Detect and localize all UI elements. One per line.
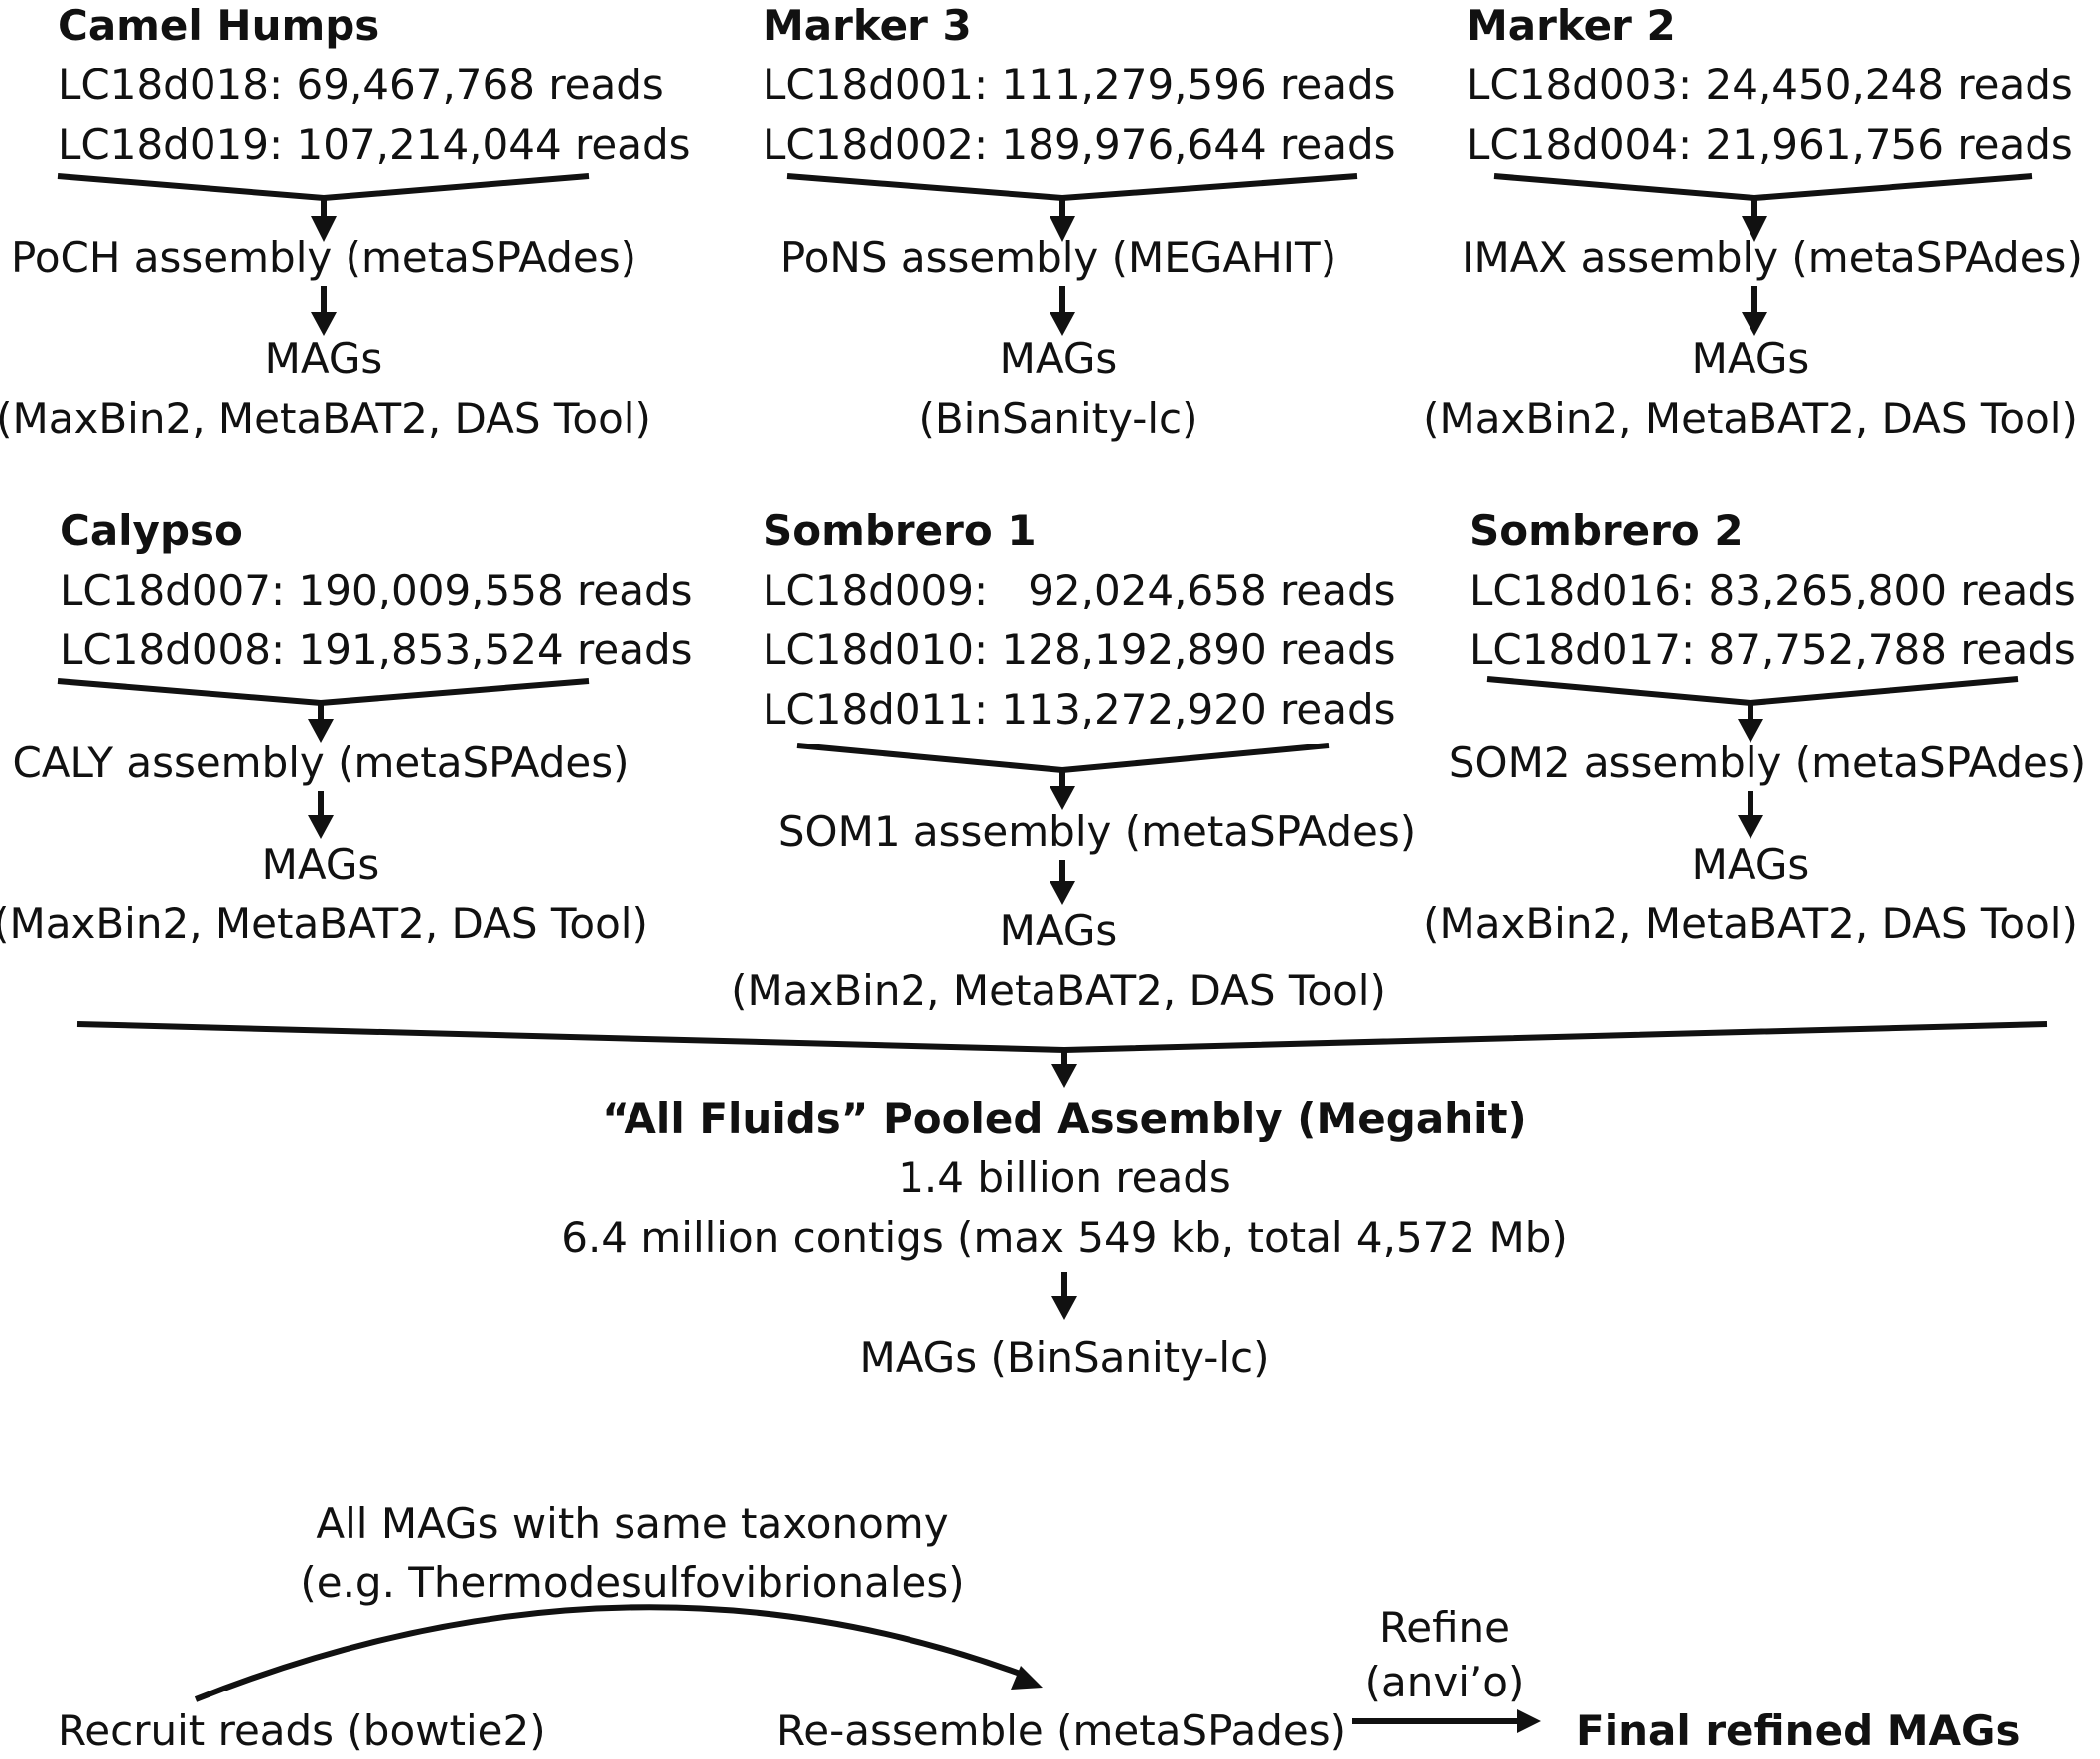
read-count-lc18d007: LC18d007: 190,009,558 reads (60, 566, 693, 614)
arrow-head (311, 312, 337, 336)
arrow-head (1050, 881, 1075, 905)
mags-label: MAGs (1000, 906, 1118, 955)
read-count-lc18d011: LC18d011: 113,272,920 reads (763, 685, 1396, 734)
refine-tool-label: (anvi’o) (1365, 1658, 1525, 1706)
assembly-label-caly: CALY assembly (metaSPAdes) (12, 739, 629, 787)
read-count-lc18d018: LC18d018: 69,467,768 reads (58, 61, 664, 109)
read-count-lc18d009: LC18d009: 92,024,658 reads (763, 566, 1396, 614)
merge-bracket-camel-humps (57, 173, 590, 202)
binning-tools-label: (MaxBin2, MetaBAT2, DAS Tool) (1423, 394, 2078, 443)
mags-label: MAGs (265, 335, 383, 383)
read-count-lc18d004: LC18d004: 21,961,756 reads (1467, 120, 2073, 169)
read-count-lc18d002: LC18d002: 189,976,644 reads (763, 120, 1396, 169)
arrow-head (1742, 216, 1767, 242)
arrow-head (311, 216, 337, 242)
assembly-label-som1: SOM1 assembly (metaSPAdes) (778, 807, 1416, 856)
reassemble-step: Re-assemble (metaSPades) (776, 1706, 1346, 1755)
arc-arrow-head (1011, 1666, 1043, 1690)
mags-label: MAGs (1692, 840, 1810, 888)
read-count-lc18d010: LC18d010: 128,192,890 reads (763, 625, 1396, 674)
mags-label: MAGs (1692, 335, 1810, 383)
arrow-head (1051, 1296, 1077, 1320)
read-count-lc18d003: LC18d003: 24,450,248 reads (1467, 61, 2073, 109)
merge-bracket-calypso (57, 678, 590, 707)
assembly-label-imax: IMAX assembly (metaSPAdes) (1462, 233, 2083, 282)
pooled-assembly-title: “All Fluids” Pooled Assembly (Megahit) (602, 1094, 1527, 1143)
binning-tools-label: (BinSanity-lc) (918, 394, 1197, 443)
site-title-marker-3: Marker 3 (763, 1, 972, 50)
mags-label: MAGs (262, 840, 380, 888)
arrow-head (1050, 312, 1075, 336)
arrow-head (1051, 1064, 1077, 1088)
arrow-head (1742, 312, 1767, 336)
site-title-calypso: Calypso (60, 506, 243, 555)
merge-bracket-marker-3 (786, 173, 1358, 202)
arrow-head (1738, 815, 1763, 839)
arrow-head (1738, 719, 1763, 743)
pooled-mags-label: MAGs (BinSanity-lc) (859, 1333, 1269, 1382)
assembly-label-som2: SOM2 assembly (metaSPAdes) (1449, 739, 2086, 787)
read-count-lc18d019: LC18d019: 107,214,044 reads (58, 120, 691, 169)
merge-bracket-all-fluids (76, 1021, 2048, 1054)
binning-tools-label: (MaxBin2, MetaBAT2, DAS Tool) (731, 966, 1386, 1015)
arrow-head (308, 815, 334, 839)
refine-arrow-head (1517, 1709, 1541, 1733)
recruit-reads-step: Recruit reads (bowtie2) (58, 1706, 546, 1755)
site-title-camel-humps: Camel Humps (58, 1, 379, 50)
taxonomy-example-label: (e.g. Thermodesulfovibrionales) (300, 1558, 964, 1607)
merge-bracket-sombrero-1 (796, 743, 1330, 774)
merge-bracket-marker-2 (1493, 173, 2033, 202)
pooled-read-count: 1.4 billion reads (898, 1153, 1231, 1202)
site-title-marker-2: Marker 2 (1467, 1, 1676, 50)
assembly-label-pons: PoNS assembly (MEGAHIT) (780, 233, 1336, 282)
final-refined-mags: Final refined MAGs (1576, 1706, 2021, 1755)
refine-step-label: Refine (1379, 1603, 1510, 1652)
arrow-head (1050, 216, 1075, 242)
site-title-sombrero-1: Sombrero 1 (763, 506, 1037, 555)
read-count-lc18d016: LC18d016: 83,265,800 reads (1470, 566, 2076, 614)
pooled-contig-stats: 6.4 million contigs (max 549 kb, total 4… (561, 1213, 1568, 1262)
binning-tools-label: (MaxBin2, MetaBAT2, DAS Tool) (1423, 899, 2078, 948)
recruit-to-reassemble-arc (194, 1604, 1025, 1702)
binning-tools-label: (MaxBin2, MetaBAT2, DAS Tool) (0, 394, 651, 443)
read-count-lc18d008: LC18d008: 191,853,524 reads (60, 625, 693, 674)
site-title-sombrero-2: Sombrero 2 (1470, 506, 1744, 555)
mags-label: MAGs (1000, 335, 1118, 383)
read-count-lc18d017: LC18d017: 87,752,788 reads (1470, 625, 2076, 674)
arrow-head (1050, 786, 1075, 810)
merge-bracket-sombrero-2 (1486, 676, 2019, 707)
arrow-head (308, 719, 334, 743)
taxonomy-group-label: All MAGs with same taxonomy (316, 1499, 948, 1548)
binning-tools-label: (MaxBin2, MetaBAT2, DAS Tool) (0, 899, 648, 948)
read-count-lc18d001: LC18d001: 111,279,596 reads (763, 61, 1396, 109)
assembly-label-poch: PoCH assembly (metaSPAdes) (11, 233, 636, 282)
